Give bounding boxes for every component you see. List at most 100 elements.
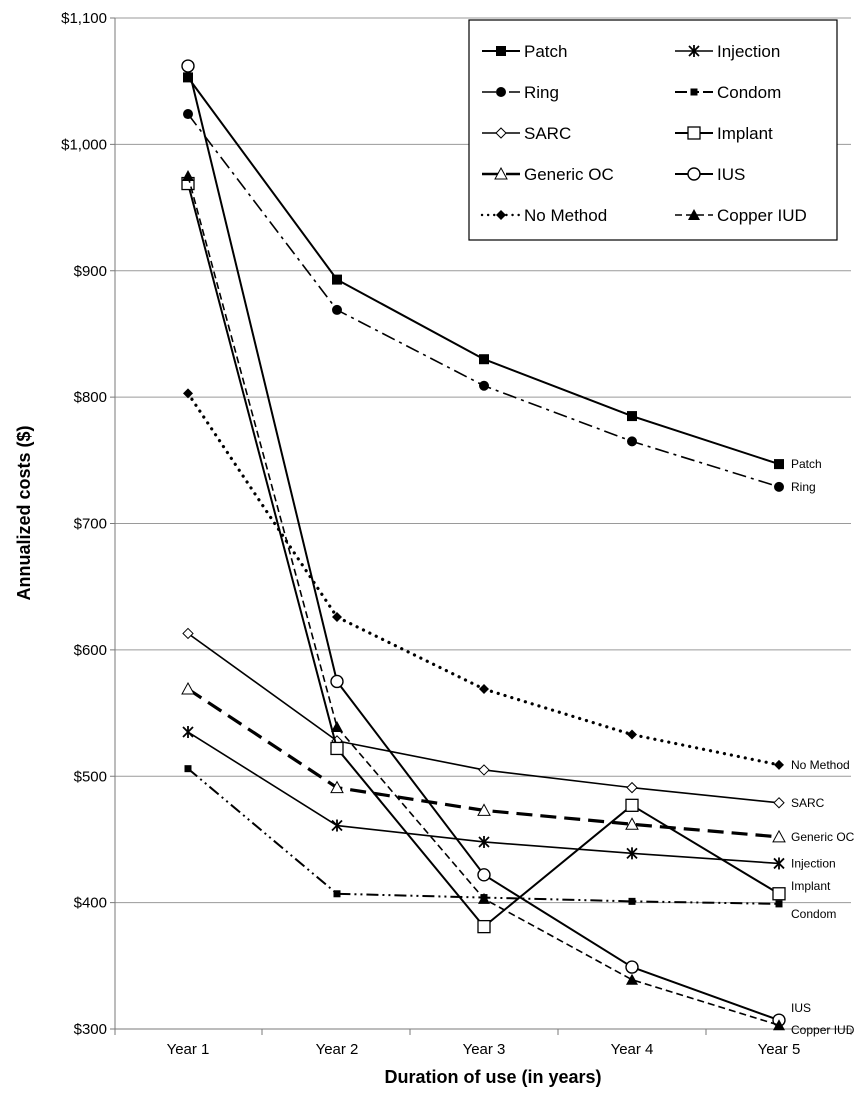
end-label-sarc: SARC [791, 796, 825, 810]
point-sarc-4 [626, 781, 638, 794]
point-sarc-1 [182, 627, 194, 640]
point-ius-2 [330, 674, 344, 689]
end-label-patch: Patch [791, 457, 822, 471]
point-injection-5 [773, 857, 785, 870]
point-patch-2 [332, 274, 342, 285]
legend-item-generic-oc: Generic OC [482, 165, 614, 184]
legend-marker-ring [496, 87, 506, 97]
series-generic-oc [181, 682, 786, 843]
line-sarc [187, 632, 780, 804]
series-layer [181, 59, 786, 1031]
legend-label-patch: Patch [524, 42, 567, 61]
legend-label-implant: Implant [717, 124, 773, 143]
series-injection [182, 726, 785, 870]
x-tick-label: Year 4 [611, 1041, 654, 1058]
end-label-ius: IUS [791, 1001, 811, 1015]
point-sarc-3 [478, 764, 490, 776]
legend-marker-copper-iud [688, 209, 700, 220]
point-condom-1 [184, 765, 192, 773]
y-tick-label: $700 [74, 516, 107, 533]
point-implant-5 [772, 887, 786, 901]
series-sarc [182, 627, 785, 809]
point-ius-1 [181, 59, 195, 73]
legend-marker-condom [690, 88, 698, 96]
legend-item-copper-iud: Copper IUD [675, 206, 807, 225]
end-label-injection: Injection [791, 856, 836, 870]
point-ius-4 [625, 960, 639, 974]
y-tick-label: $1,100 [61, 10, 107, 27]
y-tick-label: $500 [74, 768, 107, 785]
point-generic-oc-2 [330, 780, 344, 794]
point-copper-iud-4 [626, 973, 638, 985]
legend: Patch Injection Ring Condom SARC Implant Gener… [468, 19, 838, 241]
legend-label-no-method: No Method [524, 206, 607, 225]
point-ring-4 [627, 436, 637, 447]
series-copper-iud [182, 169, 785, 1031]
x-axis-ticks: Year 1 Year 2 Year 3 Year 4 Year 5 [167, 1041, 801, 1058]
point-copper-iud-2 [331, 720, 343, 732]
legend-item-no-method: No Method [480, 206, 607, 225]
legend-marker-sarc [495, 127, 507, 139]
point-patch-3 [479, 354, 489, 365]
legend-label-generic-oc: Generic OC [524, 165, 614, 184]
legend-item-ring: Ring [482, 83, 559, 102]
point-no-method-4 [627, 729, 637, 740]
point-injection-4 [626, 847, 638, 860]
point-no-method-3 [479, 684, 489, 695]
series-patch [183, 72, 784, 470]
point-no-method-1 [183, 388, 193, 399]
y-tick-label: $1,000 [61, 136, 107, 153]
point-generic-oc-4 [625, 817, 639, 830]
legend-marker-implant [687, 126, 701, 140]
point-condom-4 [628, 897, 636, 905]
point-implant-3 [477, 919, 491, 934]
x-tick-label: Year 3 [463, 1041, 506, 1058]
legend-marker-no-method [496, 210, 506, 220]
point-patch-4 [627, 411, 637, 422]
point-ring-5 [774, 481, 784, 492]
y-tick-label: $600 [74, 642, 107, 659]
point-injection-2 [331, 819, 343, 832]
x-tick-label: Year 2 [316, 1041, 359, 1058]
point-patch-5 [774, 459, 784, 470]
legend-label-injection: Injection [717, 42, 780, 61]
series-ius [181, 59, 786, 1027]
point-generic-oc-3 [477, 803, 491, 816]
point-ring-2 [332, 304, 342, 315]
legend-marker-patch [496, 46, 506, 56]
legend-label-sarc: SARC [524, 124, 571, 143]
point-implant-4 [625, 798, 639, 812]
y-tick-label: $800 [74, 389, 107, 406]
point-ring-3 [479, 380, 489, 391]
legend-item-condom: Condom [675, 83, 781, 102]
point-implant-2 [330, 741, 344, 756]
end-label-implant: Implant [791, 879, 831, 893]
end-label-ring: Ring [791, 480, 816, 494]
point-condom-2 [333, 890, 341, 898]
y-axis-title: Annualized costs ($) [14, 425, 34, 600]
y-tick-label: $400 [74, 895, 107, 912]
legend-label-copper-iud: Copper IUD [717, 206, 807, 225]
point-injection-3 [478, 835, 490, 848]
legend-item-sarc: SARC [482, 124, 571, 143]
end-label-condom: Condom [791, 907, 836, 921]
end-labels: Patch Ring SARC Generic OC No Method Injectio… [791, 457, 855, 1037]
point-copper-iud-5 [773, 1019, 785, 1031]
legend-label-condom: Condom [717, 83, 781, 102]
legend-item-ius: IUS [675, 165, 745, 184]
point-ius-3 [477, 868, 491, 882]
line-no-method [186, 391, 781, 767]
legend-item-implant: Implant [675, 124, 773, 143]
x-axis-title: Duration of use (in years) [384, 1067, 601, 1087]
point-no-method-5 [774, 759, 784, 770]
point-generic-oc-1 [181, 682, 195, 695]
legend-marker-generic-oc [494, 166, 508, 180]
point-patch-1 [183, 72, 193, 83]
axes [110, 17, 852, 1035]
y-axis-ticks: $300 $400 $500 $600 $700 $800 $900 $1,000 $1,100 [61, 10, 107, 1038]
x-tick-label: Year 1 [167, 1041, 210, 1058]
point-generic-oc-5 [772, 829, 786, 843]
series-no-method [183, 388, 784, 770]
point-copper-iud-1 [182, 169, 194, 181]
legend-label-ius: IUS [717, 165, 745, 184]
